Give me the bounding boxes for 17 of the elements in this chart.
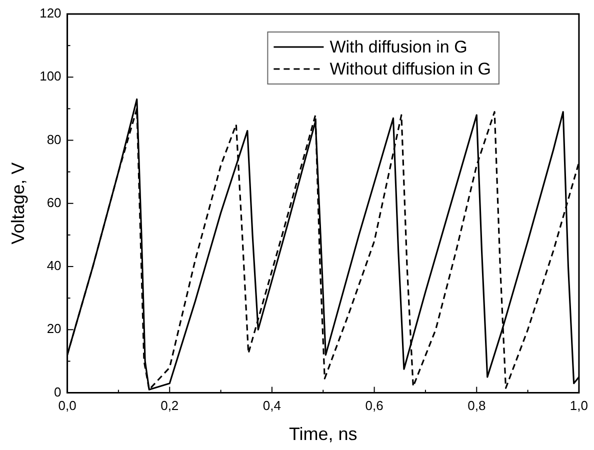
x-axis-title: Time, ns bbox=[288, 424, 358, 444]
x-tick-label: 1,0 bbox=[570, 398, 588, 414]
x-tick-label: 0,8 bbox=[468, 398, 486, 414]
legend-label: With diffusion in G bbox=[330, 38, 468, 57]
y-tick-label: 100 bbox=[40, 68, 62, 84]
y-tick-label: 120 bbox=[40, 6, 62, 21]
x-tick-label: 0,4 bbox=[262, 398, 281, 414]
y-tick-label: 40 bbox=[46, 258, 62, 274]
y-tick-label: 20 bbox=[46, 321, 62, 336]
y-tick-label: 0 bbox=[54, 384, 62, 400]
x-tick-label: 0,6 bbox=[365, 398, 384, 414]
legend-label: Without diffusion in G bbox=[330, 60, 491, 79]
y-tick-label: 80 bbox=[46, 132, 62, 147]
x-tick-label: 0,2 bbox=[160, 398, 179, 414]
y-axis-title: Voltage, V bbox=[8, 162, 28, 244]
x-tick-label: 0,0 bbox=[58, 398, 76, 414]
y-tick-label: 60 bbox=[46, 194, 62, 210]
